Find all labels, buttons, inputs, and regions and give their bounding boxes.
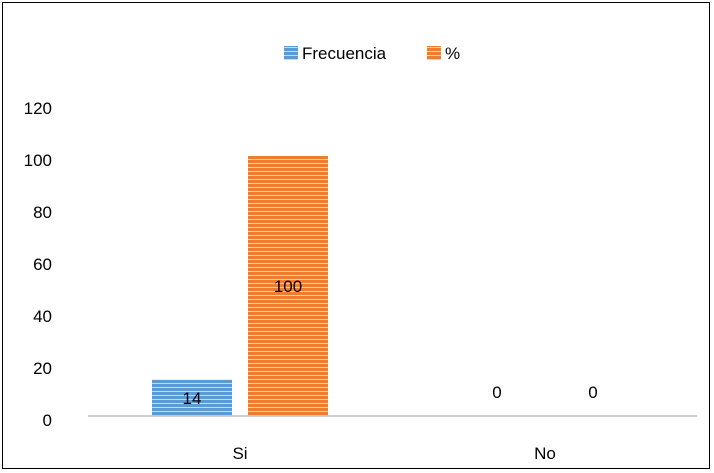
data-label-percent-si: 100 xyxy=(274,277,302,296)
x-category-label: Si xyxy=(232,444,247,463)
legend-label-percent: % xyxy=(445,44,460,63)
data-label-frecuencia-si: 14 xyxy=(183,389,202,408)
legend: Frecuencia % xyxy=(284,44,460,63)
legend-label-frecuencia: Frecuencia xyxy=(302,44,387,63)
data-label-percent-no: 0 xyxy=(588,383,597,402)
y-tick-label: 60 xyxy=(33,255,52,274)
bar-percent-si xyxy=(248,156,328,416)
legend-swatch-frecuencia xyxy=(284,46,298,60)
y-tick-label: 20 xyxy=(33,359,52,378)
bars xyxy=(152,156,328,416)
y-tick-label: 100 xyxy=(24,151,52,170)
legend-swatch-percent xyxy=(427,46,441,60)
y-tick-label: 120 xyxy=(24,99,52,118)
data-labels: 14 100 0 0 xyxy=(183,277,598,408)
y-axis: 0 20 40 60 80 100 120 xyxy=(24,99,52,430)
y-tick-label: 80 xyxy=(33,203,52,222)
bar-frecuencia-si xyxy=(152,379,232,416)
x-category-label: No xyxy=(534,444,556,463)
chart-frame xyxy=(2,2,710,469)
data-label-frecuencia-no: 0 xyxy=(492,383,501,402)
y-tick-label: 0 xyxy=(43,411,52,430)
x-axis: Si No xyxy=(232,444,555,463)
y-tick-label: 40 xyxy=(33,307,52,326)
